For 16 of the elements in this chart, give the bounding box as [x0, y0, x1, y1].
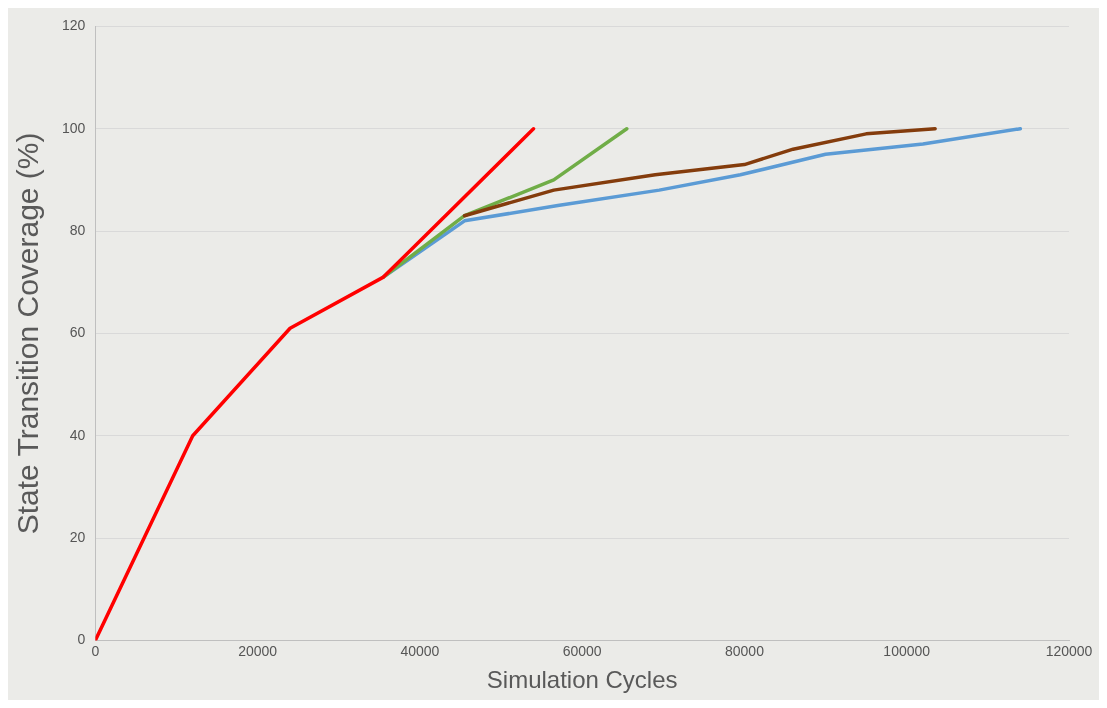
x-axis-title: Simulation Cycles	[486, 666, 678, 694]
x-tick-label: 80000	[724, 642, 765, 659]
x-tick-label: 60000	[562, 642, 602, 659]
y-tick-label: 20	[69, 528, 86, 545]
x-tick-label: 120000	[1045, 642, 1093, 659]
x-tick-label: 0	[91, 642, 100, 659]
y-tick-label: 100	[62, 119, 86, 136]
y-tick-label: 0	[77, 631, 86, 648]
x-tick-label: 40000	[400, 642, 440, 659]
y-tick-label: 40	[69, 426, 86, 443]
y-axis-title: State Transition Coverage (%)	[11, 132, 45, 535]
y-tick-label: 60	[69, 324, 86, 341]
y-tick-label: 120	[62, 17, 86, 34]
x-tick-label: 20000	[238, 642, 278, 659]
x-tick-label: 100000	[883, 642, 931, 659]
y-tick-label: 80	[69, 221, 86, 238]
